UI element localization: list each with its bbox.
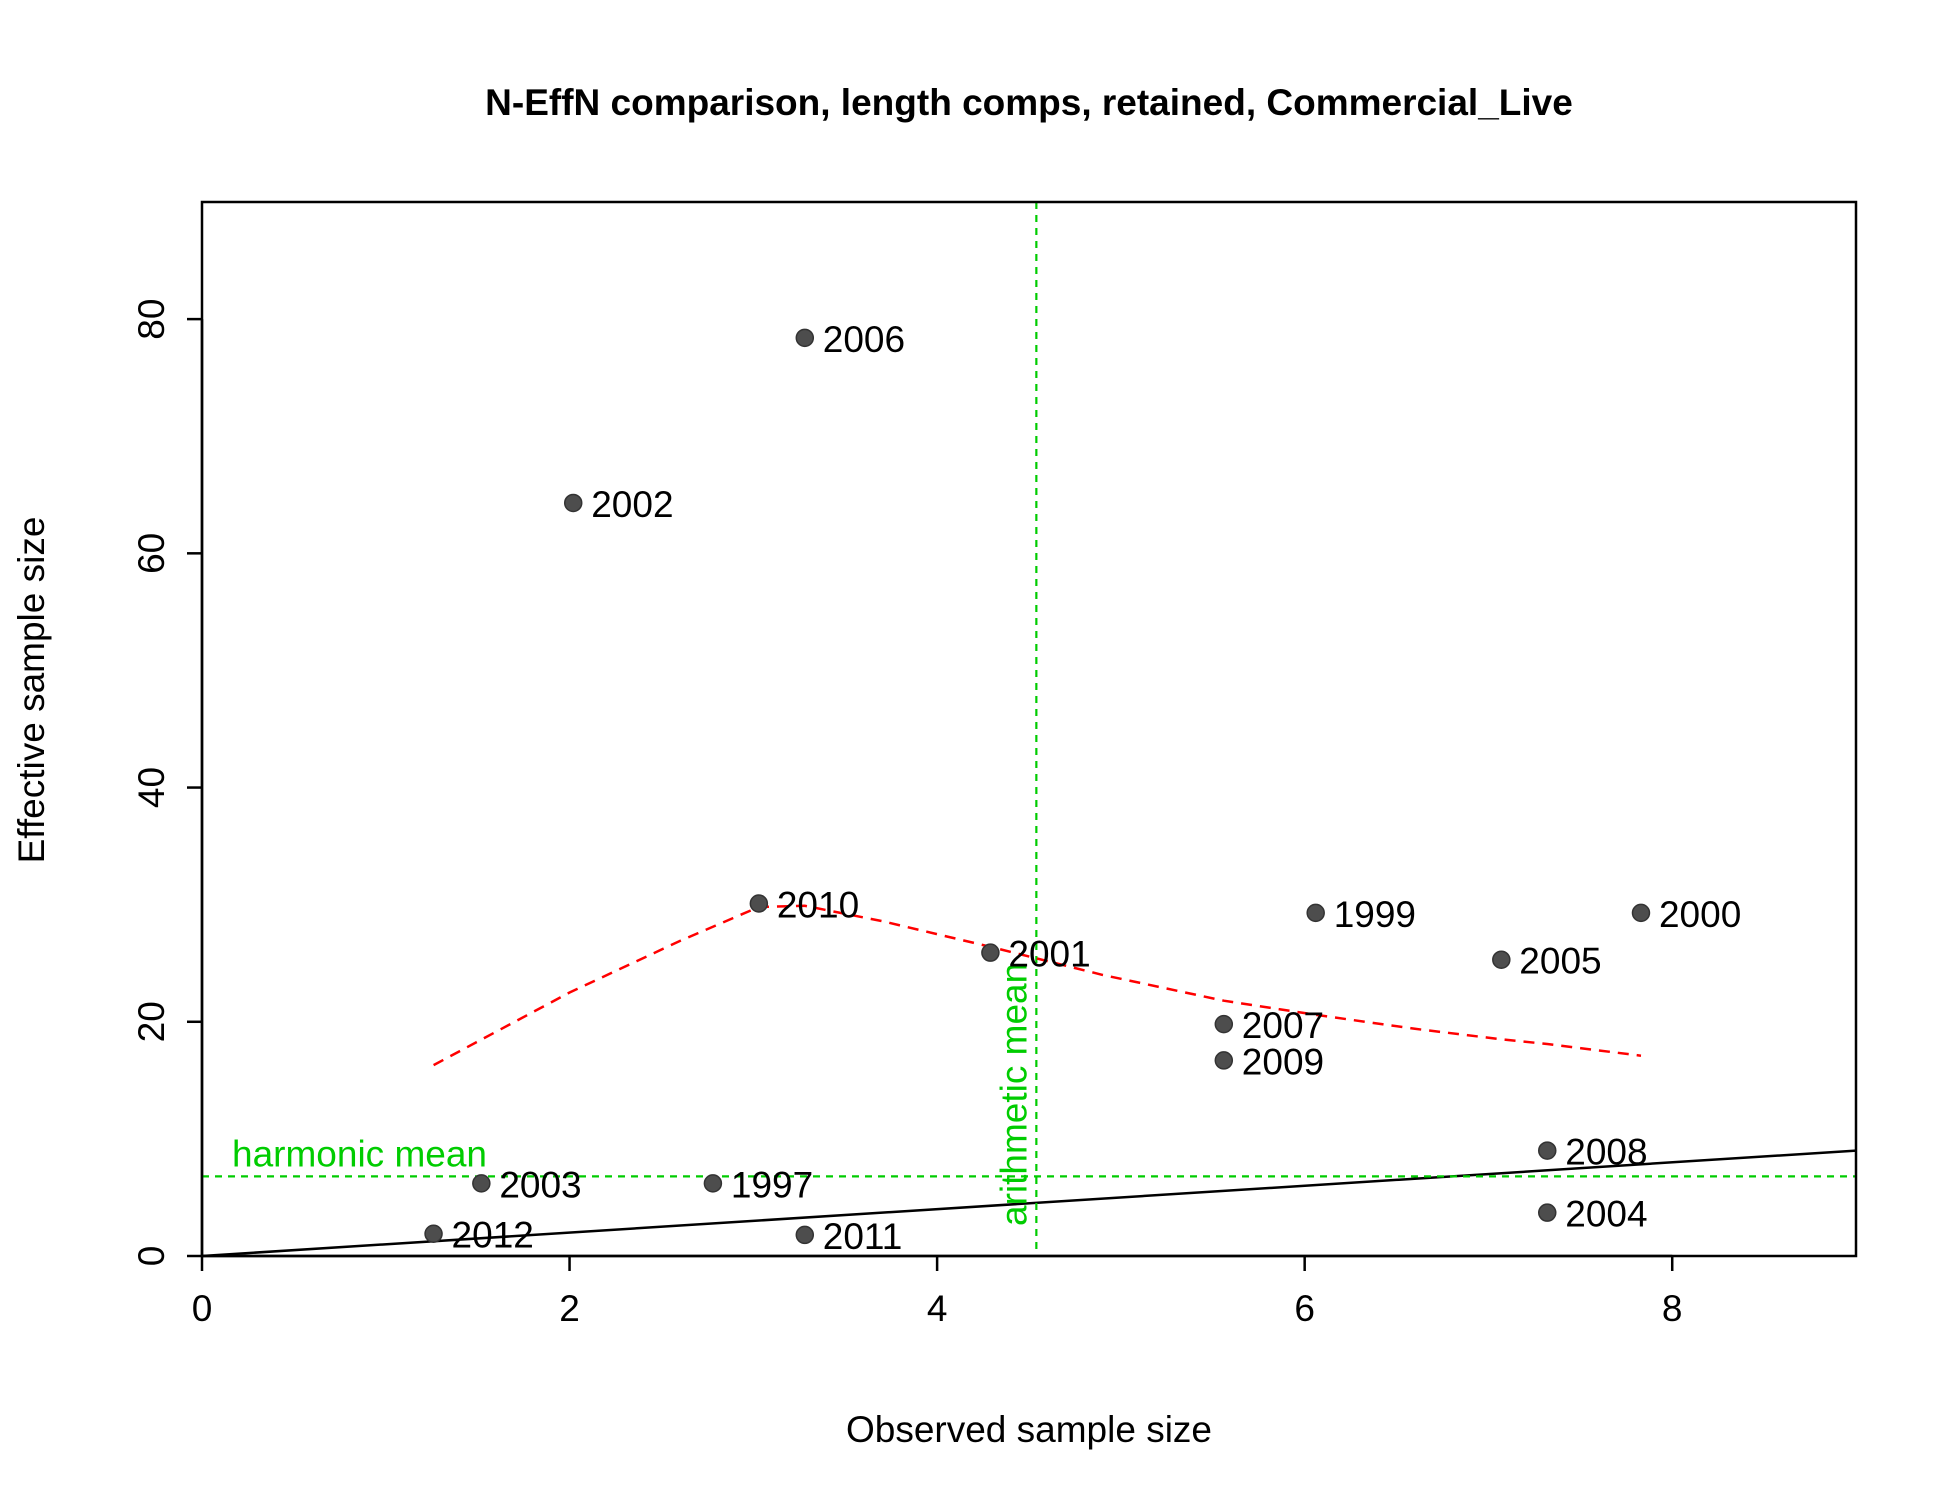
data-point	[795, 328, 815, 348]
data-point	[424, 1224, 443, 1243]
x-tick-label: 0	[192, 1288, 213, 1329]
chart-title: N-EffN comparison, length comps, retaine…	[485, 82, 1573, 123]
y-tick-label: 40	[131, 767, 172, 808]
data-point-label: 2000	[1659, 894, 1741, 935]
data-point	[1538, 1203, 1557, 1222]
loess-smoother-line	[433, 904, 1642, 1067]
data-point	[1306, 903, 1325, 923]
x-tick-label: 8	[1662, 1288, 1683, 1329]
arithmetic-mean-label: arithmetic mean	[993, 963, 1034, 1226]
data-point	[563, 493, 583, 513]
data-point	[1631, 903, 1651, 923]
y-axis-label: Effective sample size	[11, 517, 52, 864]
plot-area: harmonic mean arithmetic mean 1997 1999 2000…	[201, 202, 1857, 1258]
y-tick-label: 60	[131, 533, 172, 574]
data-point-label: 1999	[1334, 894, 1416, 935]
data-point-label: 2001	[1008, 934, 1090, 975]
y-tick-label: 80	[131, 299, 172, 340]
data-point-label: 2011	[823, 1216, 903, 1257]
data-point	[703, 1174, 723, 1193]
data-point-label: 2010	[777, 884, 859, 925]
data-point-label: 2007	[1242, 1005, 1324, 1046]
data-point	[1492, 950, 1511, 969]
data-point-label: 2004	[1565, 1194, 1647, 1235]
data-point	[981, 943, 1000, 962]
x-axis: 0 2 4 6 8	[192, 1254, 1683, 1329]
data-point-label: 2002	[591, 484, 673, 525]
y-axis: 0 20 40 60 80	[131, 299, 204, 1267]
data-point-label: 2009	[1242, 1041, 1324, 1082]
data-point	[795, 1225, 815, 1245]
data-point-label: 2005	[1519, 941, 1601, 982]
y-tick-label: 0	[131, 1246, 172, 1267]
plot-border	[200, 200, 1858, 1258]
x-tick-label: 4	[927, 1288, 948, 1329]
y-tick-label: 20	[131, 1001, 172, 1042]
x-tick-label: 6	[1294, 1288, 1315, 1329]
data-point	[1538, 1141, 1557, 1160]
harmonic-mean-label: harmonic mean	[232, 1133, 487, 1174]
data-point-label: 2006	[823, 319, 905, 360]
data-point-label: 2008	[1565, 1132, 1647, 1173]
data-point-label: 2012	[452, 1215, 534, 1256]
x-tick-label: 2	[559, 1288, 580, 1329]
data-point	[749, 894, 769, 913]
x-axis-label: Observed sample size	[846, 1409, 1212, 1450]
one-to-one-line	[201, 1149, 1857, 1258]
data-point	[1214, 1051, 1234, 1070]
data-point	[472, 1174, 491, 1193]
data-point-label: 2003	[499, 1164, 581, 1205]
data-point-label: 1997	[731, 1164, 813, 1205]
data-point	[1214, 1014, 1234, 1034]
